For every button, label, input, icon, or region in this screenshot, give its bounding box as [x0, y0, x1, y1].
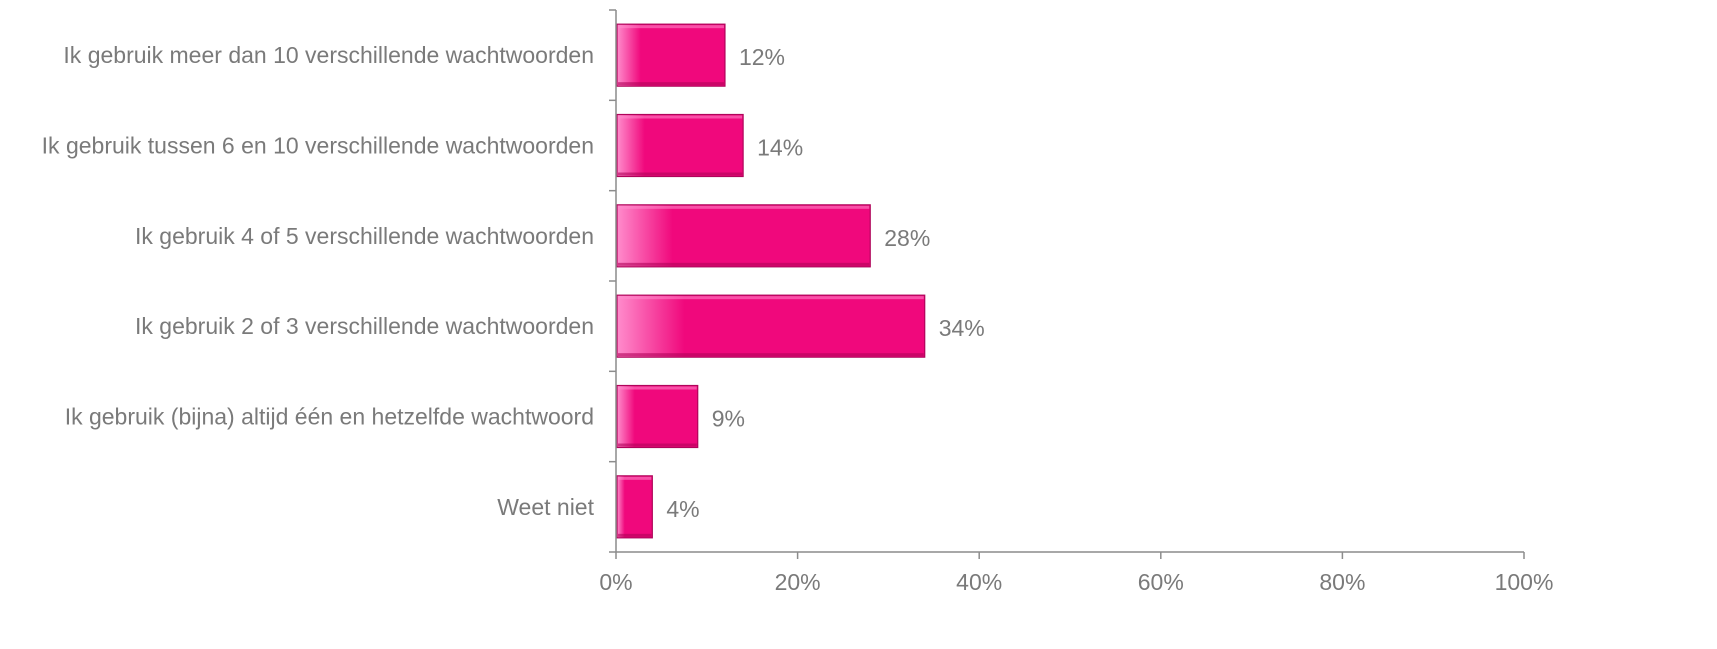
bars-group — [616, 23, 926, 539]
value-label-3: 28% — [884, 225, 930, 251]
bar-rect-1 — [616, 23, 726, 87]
x-tick-label-5: 100% — [1495, 569, 1554, 595]
bar-shade-4 — [618, 353, 924, 357]
bar-rect-2 — [616, 113, 744, 178]
bar-2 — [616, 113, 744, 178]
x-tick-label-4: 80% — [1319, 569, 1365, 595]
bar-6 — [616, 475, 653, 539]
bar-highlight-2 — [618, 115, 743, 119]
category-label-3: Ik gebruik 4 of 5 verschillende wachtwoo… — [135, 223, 594, 249]
bar-1 — [616, 23, 726, 87]
bar-highlight-6 — [618, 476, 652, 480]
x-tick-label-1: 20% — [775, 569, 821, 595]
value-label-4: 34% — [939, 315, 985, 341]
bar-5 — [616, 384, 699, 449]
bar-rect-5 — [616, 384, 699, 449]
value-label-1: 12% — [739, 44, 785, 70]
bar-rect-3 — [616, 204, 871, 268]
bar-shade-1 — [618, 82, 724, 86]
category-label-1: Ik gebruik meer dan 10 verschillende wac… — [63, 42, 594, 68]
bar-highlight-1 — [618, 25, 724, 29]
bar-shade-2 — [618, 172, 743, 176]
bar-shade-3 — [618, 262, 870, 266]
value-label-5: 9% — [712, 406, 745, 432]
bar-shade-5 — [618, 443, 697, 447]
bar-rect-4 — [616, 294, 926, 358]
axes-group — [609, 9, 1525, 559]
bar-3 — [616, 204, 871, 268]
category-label-5: Ik gebruik (bijna) altijd één en hetzelf… — [65, 404, 594, 430]
bar-highlight-4 — [618, 296, 924, 300]
value-label-6: 4% — [666, 496, 699, 522]
labels-group: Ik gebruik meer dan 10 verschillende wac… — [42, 42, 1554, 595]
bar-rect-6 — [616, 475, 653, 539]
bar-shade-6 — [618, 533, 652, 537]
x-tick-label-0: 0% — [599, 569, 632, 595]
value-label-2: 14% — [757, 135, 803, 161]
bar-highlight-5 — [618, 386, 697, 390]
x-tick-label-2: 40% — [956, 569, 1002, 595]
bar-highlight-3 — [618, 205, 870, 209]
category-label-2: Ik gebruik tussen 6 en 10 verschillende … — [42, 133, 594, 159]
category-label-4: Ik gebruik 2 of 3 verschillende wachtwoo… — [135, 313, 594, 339]
bar-4 — [616, 294, 926, 358]
x-tick-label-3: 60% — [1138, 569, 1184, 595]
category-label-6: Weet niet — [497, 494, 594, 520]
